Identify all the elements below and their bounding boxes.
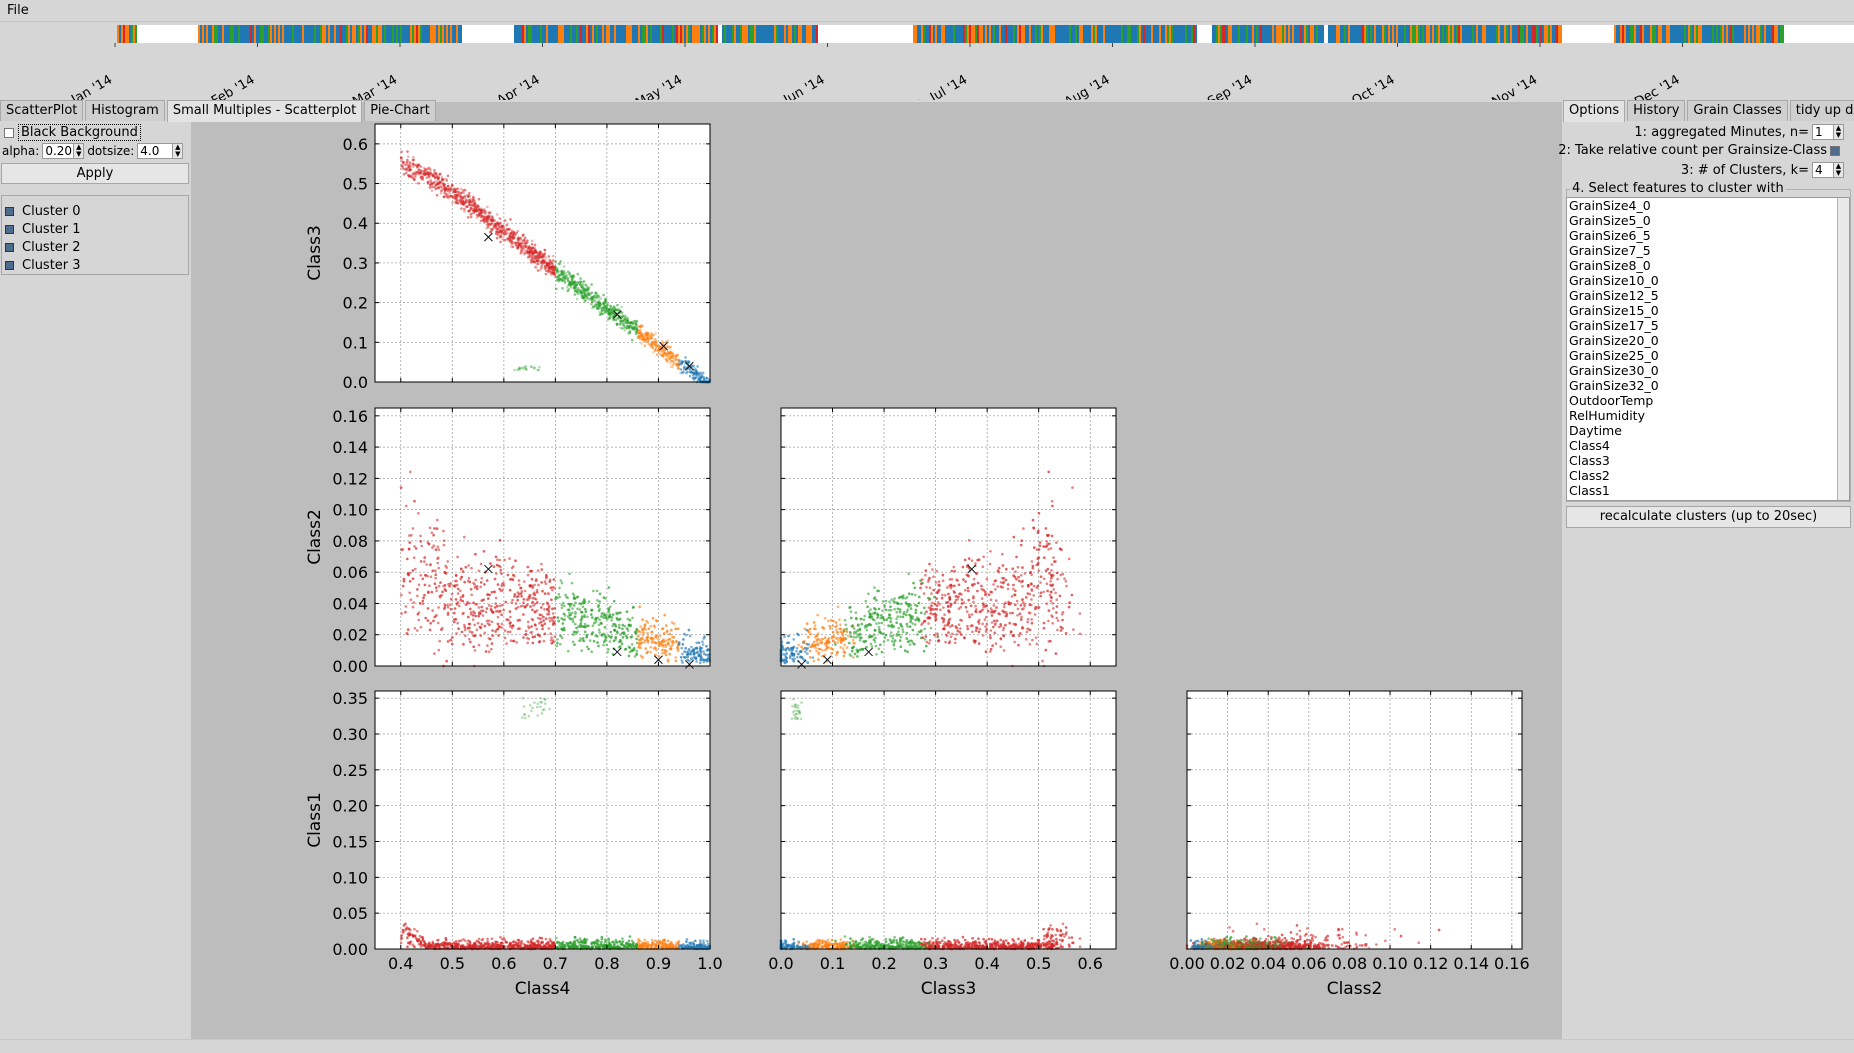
timeline-month-label: 1. Oct '14 — [1335, 72, 1397, 100]
spin-arrows-icon[interactable]: ▲ ▼ — [172, 144, 183, 158]
tab-histogram[interactable]: Histogram — [85, 100, 165, 121]
cluster-item[interactable]: Cluster 0 — [2, 202, 188, 220]
status-bar — [0, 1039, 1854, 1053]
cluster-swatch-icon — [5, 260, 14, 270]
timeline-month-label: 1. Dec '14 — [1618, 72, 1683, 100]
feature-item[interactable]: GrainSize5_0 — [1569, 213, 1651, 228]
clusters-k-value: 4 — [1815, 163, 1823, 177]
cluster-swatch-icon — [5, 224, 14, 234]
timeline-month-label: 1. Sep '14 — [1191, 72, 1255, 100]
feature-item[interactable]: GrainSize32_0 — [1569, 378, 1659, 393]
black-background-checkbox[interactable] — [4, 127, 14, 138]
timeline-month-label: 1. May '14 — [619, 72, 685, 100]
cluster-label: Cluster 3 — [22, 257, 81, 273]
timeline-month-label: 1. Nov '14 — [1475, 72, 1540, 100]
clusters-k-spinbox[interactable]: 4 ▲ ▼ — [1812, 162, 1844, 178]
cluster-label: Cluster 0 — [22, 203, 81, 219]
feature-item[interactable]: GrainSize10_0 — [1569, 273, 1659, 288]
clusters-k-label: 3: # of Clusters, k= — [1680, 162, 1809, 178]
feature-item[interactable]: GrainSize17_5 — [1569, 318, 1659, 333]
feature-item[interactable]: RelHumidity — [1569, 408, 1645, 423]
cluster-legend: Cluster 0 Cluster 1 Cluster 2 Cluster 3 — [1, 195, 189, 275]
feature-item[interactable]: GrainSize8_0 — [1569, 258, 1651, 273]
black-background-label: Black Background — [18, 124, 141, 141]
tab-pie-chart[interactable]: Pie-Chart — [364, 100, 436, 121]
right-tab-bar: Options History Grain Classes tidy up da… — [1563, 100, 1854, 122]
cluster-item[interactable]: Cluster 3 — [2, 256, 188, 274]
aggregate-label: 1: aggregated Minutes, n= — [1634, 124, 1809, 140]
feature-item[interactable]: Class3 — [1569, 453, 1610, 468]
feature-item[interactable]: OutdoorTemp — [1569, 393, 1654, 408]
alpha-spinbox[interactable]: 0.20 ▲ ▼ — [42, 143, 85, 159]
timeline-month-label: 1. Jun '14 — [767, 72, 827, 100]
feature-item[interactable]: Daytime — [1569, 423, 1622, 438]
dotsize-value: 4.0 — [140, 144, 160, 158]
aggregate-row: 1: aggregated Minutes, n= 1 ▲ ▼ — [1634, 124, 1844, 140]
tab-history[interactable]: History — [1627, 100, 1686, 121]
dotsize-spinbox[interactable]: 4.0 ▲ ▼ — [137, 143, 184, 159]
feature-item[interactable]: GrainSize30_0 — [1569, 363, 1659, 378]
feature-list[interactable]: GrainSize4_0 GrainSize5_0 GrainSize6_5 Grai… — [1566, 197, 1850, 501]
aggregate-value: 1 — [1815, 125, 1823, 139]
feature-item[interactable]: Class1 — [1569, 483, 1610, 498]
file-menu[interactable]: File — [7, 3, 29, 18]
spin-arrows-icon[interactable]: ▲ ▼ — [1833, 163, 1843, 177]
cluster-swatch-icon — [5, 206, 14, 216]
spin-arrows-icon[interactable]: ▲ ▼ — [73, 144, 84, 158]
timeline-month-label: 1. Apr '14 — [480, 72, 542, 100]
timeline-month-label: 1. Feb '14 — [195, 72, 258, 100]
relative-count-row: 2: Take relative count per Grainsize-Cla… — [1558, 143, 1844, 158]
timeline-month-label: 1. Jul '14 — [914, 72, 970, 100]
timeline-stripes — [117, 25, 1784, 43]
alpha-label: alpha: — [2, 144, 40, 158]
feature-item[interactable]: GrainSize6_5 — [1569, 228, 1651, 243]
cluster-item[interactable]: Cluster 2 — [2, 238, 188, 256]
feature-group-title: 4. Select features to cluster with — [1570, 181, 1786, 196]
feature-item[interactable]: GrainSize4_0 — [1569, 198, 1651, 213]
menu-bar: File — [0, 0, 1854, 22]
black-background-row: Black Background — [4, 124, 141, 141]
feature-item[interactable]: GrainSize7_5 — [1569, 243, 1651, 258]
feature-items: GrainSize4_0 GrainSize5_0 GrainSize6_5 Grai… — [1567, 198, 1849, 498]
cluster-label: Cluster 1 — [22, 221, 81, 237]
apply-button[interactable]: Apply — [1, 163, 189, 184]
feature-scrollbar[interactable] — [1837, 198, 1849, 500]
cluster-swatch-icon — [5, 242, 14, 252]
tab-scatterplot[interactable]: ScatterPlot — [0, 100, 84, 121]
timeline-month-label: 1. Aug '14 — [1048, 72, 1113, 100]
timeline-strip[interactable]: 1. Jan '14 1. Feb '14 1. Mar '14 1. Apr '14… — [0, 22, 1854, 100]
feature-item[interactable]: Class2 — [1569, 468, 1610, 483]
tab-tidy-up-data[interactable]: tidy up data — [1789, 100, 1854, 121]
dotsize-label: dotsize: — [87, 144, 135, 158]
tab-options[interactable]: Options — [1563, 100, 1626, 122]
left-tab-bar: ScatterPlot Histogram Small Multiples - … — [0, 100, 438, 122]
spin-arrows-icon[interactable]: ▲ ▼ — [1833, 125, 1843, 139]
timeline-month-label: 1. Jan '14 — [55, 72, 115, 100]
cluster-item[interactable]: Cluster 1 — [2, 220, 188, 238]
recalculate-clusters-button[interactable]: recalculate clusters (up to 20sec) — [1566, 506, 1851, 528]
relative-count-checkbox[interactable] — [1830, 145, 1840, 156]
timeline-month-label: 1. Mar '14 — [336, 72, 400, 100]
tab-grain-classes[interactable]: Grain Classes — [1687, 100, 1788, 121]
tab-small-multiples[interactable]: Small Multiples - Scatterplot — [166, 100, 363, 122]
feature-item[interactable]: GrainSize25_0 — [1569, 348, 1659, 363]
feature-item[interactable]: GrainSize15_0 — [1569, 303, 1659, 318]
alpha-dotsize-row: alpha: 0.20 ▲ ▼ dotsize: 4.0 ▲ ▼ — [2, 143, 184, 159]
feature-item[interactable]: GrainSize20_0 — [1569, 333, 1659, 348]
cluster-label: Cluster 2 — [22, 239, 81, 255]
relative-count-label: 2: Take relative count per Grainsize-Cla… — [1558, 143, 1827, 158]
feature-item[interactable]: GrainSize12_5 — [1569, 288, 1659, 303]
feature-item[interactable]: Class4 — [1569, 438, 1610, 453]
plot-area — [191, 102, 1562, 1039]
alpha-value: 0.20 — [45, 144, 73, 158]
clusters-k-row: 3: # of Clusters, k= 4 ▲ ▼ — [1681, 162, 1844, 178]
aggregate-spinbox[interactable]: 1 ▲ ▼ — [1812, 124, 1844, 140]
